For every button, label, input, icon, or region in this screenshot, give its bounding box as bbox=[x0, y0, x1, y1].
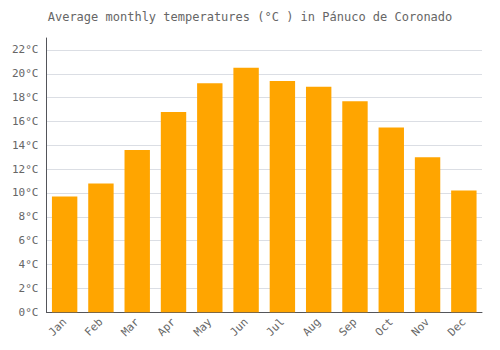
svg-text:Oct: Oct bbox=[373, 316, 396, 339]
svg-text:22°C: 22°C bbox=[12, 43, 39, 56]
svg-text:Jun: Jun bbox=[227, 316, 250, 339]
svg-text:Jul: Jul bbox=[264, 316, 287, 339]
svg-text:Aug: Aug bbox=[300, 316, 323, 339]
svg-text:Jan: Jan bbox=[46, 316, 69, 339]
svg-text:6°C: 6°C bbox=[19, 234, 39, 247]
svg-text:2°C: 2°C bbox=[19, 282, 39, 295]
svg-text:16°C: 16°C bbox=[12, 115, 39, 128]
svg-text:8°C: 8°C bbox=[19, 210, 39, 223]
svg-text:18°C: 18°C bbox=[12, 91, 39, 104]
svg-text:4°C: 4°C bbox=[19, 258, 39, 271]
svg-text:Dec: Dec bbox=[445, 316, 468, 339]
svg-text:Average monthly temperatures (: Average monthly temperatures (°C ) in Pá… bbox=[48, 10, 453, 24]
svg-text:Feb: Feb bbox=[82, 316, 105, 339]
svg-text:0°C: 0°C bbox=[19, 306, 39, 319]
svg-text:Nov: Nov bbox=[409, 315, 432, 338]
svg-text:Sep: Sep bbox=[336, 316, 359, 339]
svg-text:20°C: 20°C bbox=[12, 67, 39, 80]
svg-text:Apr: Apr bbox=[155, 315, 178, 338]
svg-text:May: May bbox=[191, 315, 214, 338]
svg-text:Mar: Mar bbox=[119, 315, 142, 338]
svg-text:14°C: 14°C bbox=[12, 139, 39, 152]
svg-text:12°C: 12°C bbox=[12, 163, 39, 176]
svg-text:10°C: 10°C bbox=[12, 186, 39, 199]
